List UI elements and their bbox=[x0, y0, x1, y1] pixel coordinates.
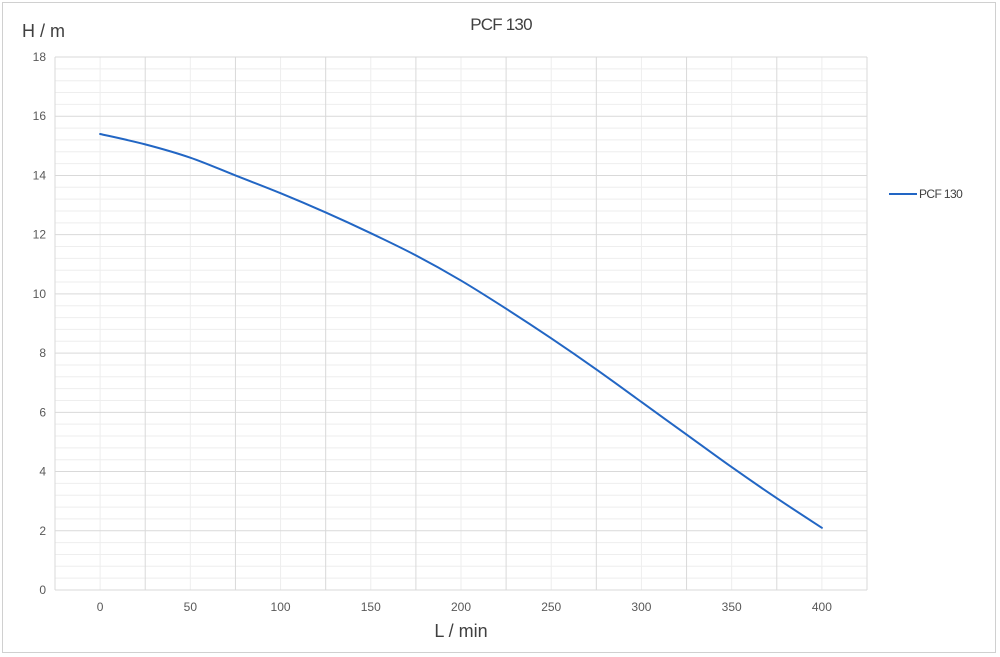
y-tick-label: 16 bbox=[33, 109, 47, 123]
data-point bbox=[731, 466, 733, 468]
data-point bbox=[595, 368, 597, 370]
x-tick-label: 0 bbox=[97, 600, 104, 614]
data-point bbox=[505, 308, 507, 310]
data-point bbox=[686, 434, 688, 436]
data-point bbox=[99, 133, 101, 135]
data-point bbox=[415, 254, 417, 256]
data-point bbox=[370, 232, 372, 234]
y-tick-label: 14 bbox=[33, 168, 47, 182]
x-tick-label: 50 bbox=[184, 600, 198, 614]
legend-label: PCF 130 bbox=[919, 187, 963, 201]
x-tick-label: 200 bbox=[451, 600, 471, 614]
data-point bbox=[821, 527, 823, 529]
series-layer bbox=[99, 132, 823, 529]
x-tick-label: 100 bbox=[271, 600, 291, 614]
data-point bbox=[280, 192, 282, 194]
tick-layer: 0 2 4 6 8 10 12 14 16 18 0 50 100 150 200 250 300 350 400 bbox=[33, 50, 833, 614]
y-tick-label: 6 bbox=[39, 405, 46, 419]
y-tick-label: 2 bbox=[39, 524, 46, 538]
x-tick-label: 400 bbox=[812, 600, 832, 614]
series-line-pcf-130 bbox=[99, 132, 823, 529]
chart-title: PCF 130 bbox=[470, 15, 532, 34]
y-tick-label: 10 bbox=[33, 287, 47, 301]
y-axis-title: H / m bbox=[22, 21, 65, 41]
data-point bbox=[189, 157, 191, 159]
data-point bbox=[550, 337, 552, 339]
data-point bbox=[776, 497, 778, 499]
y-tick-label: 0 bbox=[39, 583, 46, 597]
x-tick-label: 250 bbox=[541, 600, 561, 614]
y-tick-label: 12 bbox=[33, 228, 47, 242]
y-tick-label: 4 bbox=[39, 465, 46, 479]
data-point bbox=[144, 143, 146, 145]
data-point bbox=[325, 211, 327, 213]
x-axis-title: L / min bbox=[434, 621, 487, 641]
data-point bbox=[640, 401, 642, 403]
grid-layer bbox=[54, 56, 868, 591]
data-point bbox=[234, 174, 236, 176]
x-tick-label: 300 bbox=[631, 600, 651, 614]
x-tick-label: 150 bbox=[361, 600, 381, 614]
data-point bbox=[460, 280, 462, 282]
y-tick-label: 18 bbox=[33, 50, 47, 64]
y-tick-label: 8 bbox=[39, 346, 46, 360]
legend: PCF 130 bbox=[889, 187, 964, 201]
x-tick-label: 350 bbox=[722, 600, 742, 614]
